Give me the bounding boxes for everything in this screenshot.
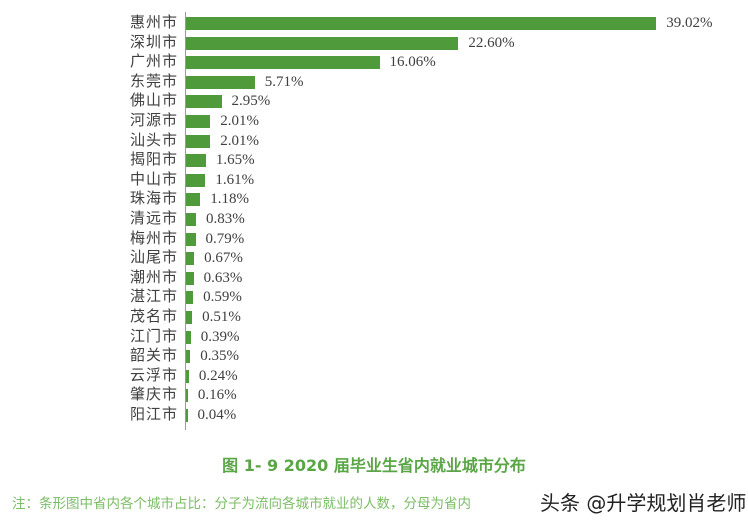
bar <box>186 173 206 187</box>
bar <box>186 232 196 246</box>
category-label: 韶关市 <box>129 348 178 365</box>
value-label: 1.61% <box>215 171 255 188</box>
value-label: 2.01% <box>220 113 259 129</box>
chart-row: 揭阳市 1.65% <box>0 151 748 171</box>
bar <box>186 291 194 305</box>
bar <box>186 389 188 403</box>
chart-row: 佛山市 2.95% <box>0 92 748 112</box>
figure-caption: 图 1- 9 2020 届毕业生省内就业城市分布 <box>222 456 526 475</box>
chart-row: 惠州市 39.02% <box>0 14 748 34</box>
category-label: 广州市 <box>129 54 178 71</box>
bar <box>186 311 193 324</box>
value-label: 5.71% <box>264 73 304 90</box>
bar <box>186 17 657 30</box>
value-label: 0.16% <box>197 387 237 404</box>
category-label: 江门市 <box>129 328 178 345</box>
value-label: 0.63% <box>203 269 243 286</box>
category-label: 云浮市 <box>129 367 178 384</box>
value-label: 0.35% <box>200 348 239 365</box>
value-label: 0.24% <box>198 367 238 384</box>
bar <box>186 213 196 226</box>
value-label: 1.65% <box>215 152 255 169</box>
value-label: 2.95% <box>231 93 271 110</box>
category-label: 深圳市 <box>129 34 178 51</box>
bar <box>186 115 211 128</box>
bar <box>186 95 222 109</box>
value-label: 2.01% <box>220 132 259 149</box>
chart-row: 肇庆市 0.16% <box>0 386 748 406</box>
bar <box>186 350 191 364</box>
bar-chart: 惠州市 39.02% 深圳市 22.60% 广州市 16.06% 东莞市 5.71% 佛山市 2.… <box>0 12 748 430</box>
value-label: 0.04% <box>197 407 237 423</box>
value-label: 16.06% <box>389 54 436 71</box>
bar <box>186 193 201 207</box>
bar <box>186 409 188 422</box>
chart-row: 汕头市 2.01% <box>0 132 748 152</box>
value-label: 0.67% <box>204 250 243 267</box>
chart-row: 珠海市 1.18% <box>0 190 748 210</box>
category-label: 珠海市 <box>129 191 178 208</box>
category-label: 茂名市 <box>129 309 178 325</box>
bar <box>186 75 255 89</box>
y-axis-line <box>185 12 186 430</box>
chart-row: 广州市 16.06% <box>0 53 748 73</box>
category-label: 河源市 <box>129 113 178 129</box>
value-label: 39.02% <box>666 15 713 31</box>
chart-row: 韶关市 0.35% <box>0 347 748 367</box>
value-label: 0.59% <box>203 289 242 306</box>
value-label: 0.39% <box>200 328 240 345</box>
chart-row: 阳江市 0.04% <box>0 406 748 426</box>
bar <box>186 36 459 50</box>
category-label: 肇庆市 <box>129 387 178 404</box>
category-label: 汕尾市 <box>129 250 178 267</box>
bar <box>186 154 206 168</box>
category-label: 中山市 <box>129 171 178 188</box>
category-label: 湛江市 <box>129 289 178 306</box>
value-label: 22.60% <box>468 34 515 51</box>
value-label: 0.79% <box>205 230 245 247</box>
category-label: 梅州市 <box>129 230 178 247</box>
category-label: 东莞市 <box>129 73 178 90</box>
chart-row: 清远市 0.83% <box>0 210 748 230</box>
category-label: 揭阳市 <box>129 152 178 169</box>
category-label: 潮州市 <box>129 269 178 286</box>
bar <box>186 252 195 266</box>
value-label: 0.83% <box>206 211 245 227</box>
chart-row: 茂名市 0.51% <box>0 308 748 328</box>
chart-row: 湛江市 0.59% <box>0 288 748 308</box>
watermark: 头条 @升学规划肖老师 <box>540 491 747 515</box>
category-label: 惠州市 <box>129 15 178 31</box>
chart-row: 中山市 1.61% <box>0 171 748 191</box>
chart-row: 汕尾市 0.67% <box>0 249 748 269</box>
chart-row: 梅州市 0.79% <box>0 230 748 250</box>
category-label: 佛山市 <box>129 93 178 110</box>
bar <box>186 271 194 285</box>
bar <box>186 134 211 148</box>
value-label: 1.18% <box>210 191 249 208</box>
chart-row: 潮州市 0.63% <box>0 269 748 289</box>
bar <box>186 56 380 70</box>
chart-row: 云浮市 0.24% <box>0 367 748 387</box>
bar <box>186 330 191 344</box>
category-label: 汕头市 <box>129 132 178 149</box>
bar <box>186 369 189 383</box>
chart-row: 江门市 0.39% <box>0 328 748 348</box>
value-label: 0.51% <box>202 309 241 325</box>
chart-row: 河源市 2.01% <box>0 112 748 132</box>
chart-row: 深圳市 22.60% <box>0 34 748 54</box>
chart-row: 东莞市 5.71% <box>0 73 748 93</box>
chart-note: 注：条形图中省内各个城市占比：分子为流向各城市就业的人数，分母为省内 <box>12 496 471 512</box>
category-label: 清远市 <box>129 211 178 227</box>
category-label: 阳江市 <box>129 407 178 423</box>
